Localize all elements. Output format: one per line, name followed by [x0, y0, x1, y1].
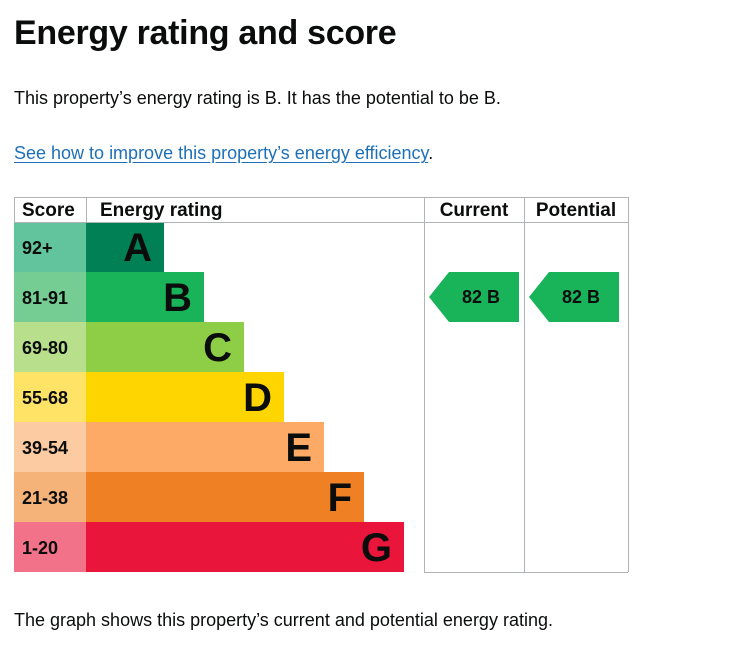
rating-letter-b: B	[163, 276, 192, 320]
rating-summary: This property’s energy rating is B. It h…	[14, 88, 501, 108]
score-cell-a	[14, 222, 86, 272]
score-cell-d	[14, 372, 86, 422]
improve-link-row: See how to improve this property’s energ…	[14, 143, 433, 164]
rating-letter-d: D	[243, 376, 272, 420]
page-title: Energy rating and score	[14, 14, 397, 52]
score-range-e: 39-54	[22, 438, 68, 458]
score-range-g: 1-20	[22, 538, 58, 558]
rating-letter-c: C	[203, 326, 232, 370]
column-header-rating: Energy rating	[100, 200, 222, 221]
column-header-score: Score	[22, 200, 75, 221]
link-suffix: .	[428, 143, 434, 163]
current-rating-marker-label: 82 B	[462, 287, 500, 307]
score-cell-g	[14, 522, 86, 572]
score-range-c: 69-80	[22, 338, 68, 358]
potential-rating-marker-label: 82 B	[562, 287, 600, 307]
graph-description: The graph shows this property’s current …	[14, 610, 553, 630]
score-cell-e	[14, 422, 86, 472]
score-range-d: 55-68	[22, 388, 68, 408]
rating-bar-c	[86, 322, 244, 372]
score-cell-c	[14, 322, 86, 372]
column-header-current: Current	[440, 200, 509, 221]
score-cell-f	[14, 472, 86, 522]
score-range-f: 21-38	[22, 488, 68, 508]
rating-bar-f	[86, 472, 364, 522]
rating-bar-e	[86, 422, 324, 472]
rating-bar-g	[86, 522, 404, 572]
rating-bar-b	[86, 272, 204, 322]
rating-letter-e: E	[285, 426, 312, 470]
rating-letter-f: F	[328, 476, 352, 520]
rating-letter-a: A	[123, 226, 152, 270]
score-range-a: 92+	[22, 238, 53, 258]
potential-rating-marker-arrow	[529, 272, 619, 322]
rating-bar-a	[86, 222, 164, 272]
score-cell-b	[14, 272, 86, 322]
column-header-potential: Potential	[536, 200, 616, 221]
rating-letter-g: G	[361, 526, 392, 570]
rating-bar-d	[86, 372, 284, 422]
improve-efficiency-link[interactable]: See how to improve this property’s energ…	[14, 143, 429, 163]
score-range-b: 81-91	[22, 288, 68, 308]
current-rating-marker-arrow	[429, 272, 519, 322]
